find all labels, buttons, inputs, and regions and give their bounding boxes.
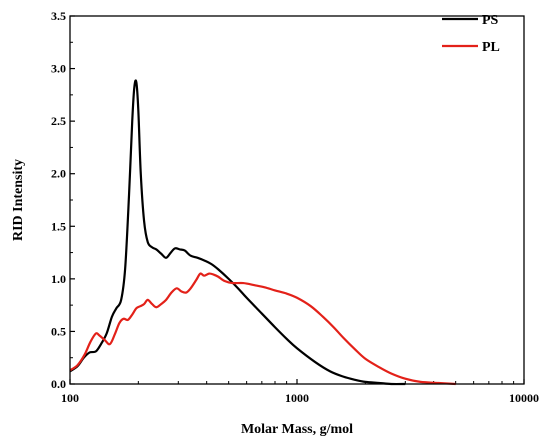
y-tick-label: 2.0 — [51, 167, 66, 181]
y-tick-label: 3.5 — [51, 9, 66, 23]
x-tick-label: 10000 — [509, 391, 539, 405]
y-tick-label: 1.5 — [51, 219, 66, 233]
y-tick-label: 2.5 — [51, 114, 66, 128]
y-tick-label: 1.0 — [51, 272, 66, 286]
y-tick-label: 0.5 — [51, 324, 66, 338]
y-axis-title: RID Intensity — [11, 159, 26, 241]
axis-ticks — [69, 15, 525, 385]
legend-label-ps: PS — [482, 13, 499, 28]
x-tick-label: 1000 — [285, 391, 309, 405]
x-axis-title: Molar Mass, g/mol — [241, 422, 353, 437]
legend-label-pl: PL — [482, 40, 500, 55]
plot-frame — [69, 15, 525, 385]
legend: PS PL — [442, 13, 500, 55]
x-tick-label: 100 — [61, 391, 79, 405]
series-line-ps — [69, 79, 406, 386]
series-line-pl — [69, 272, 456, 386]
tick-labels: 0.0 0.5 1.0 1.5 2.0 2.5 3.0 3.5 100 1000 10000 — [51, 9, 539, 405]
y-tick-label: 3.0 — [51, 62, 66, 76]
series-layer — [69, 79, 456, 386]
y-tick-label: 0.0 — [51, 377, 66, 391]
